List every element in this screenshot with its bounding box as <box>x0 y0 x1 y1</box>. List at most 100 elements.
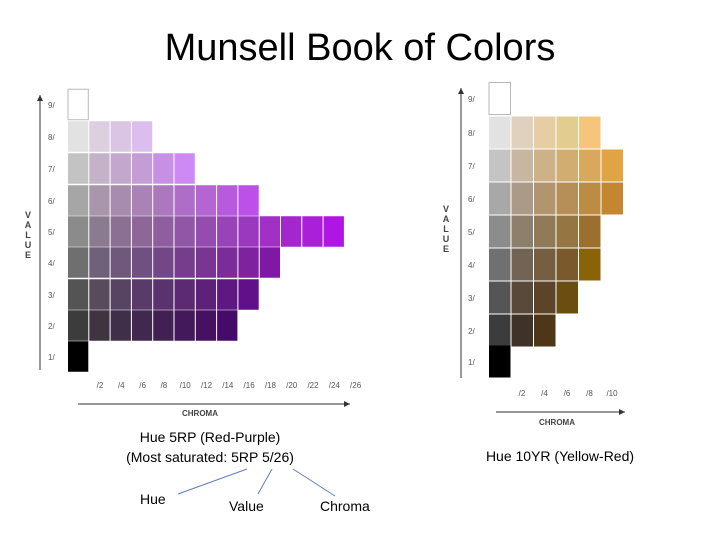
caption-5rp: Hue 5RP (Red-Purple) (Most saturated: 5R… <box>60 427 360 467</box>
swatch-5rp-3-7 <box>217 279 238 310</box>
swatch-10yr-2-2 <box>534 314 556 347</box>
swatch-5rp-5-8 <box>238 216 259 247</box>
swatch-5rp-1-0 <box>68 341 89 372</box>
chroma-axis-arrowhead <box>344 401 350 407</box>
swatch-5rp-2-3 <box>131 310 153 341</box>
value-tick-label: 6/ <box>468 195 475 204</box>
value-tick-label: 4/ <box>48 259 55 268</box>
swatch-5rp-3-8 <box>238 279 259 310</box>
swatch-10yr-7-3 <box>556 149 578 182</box>
swatch-10yr-4-1 <box>511 248 533 281</box>
swatch-5rp-6-4 <box>153 185 174 216</box>
value-axis-label-letter: L <box>443 224 449 234</box>
swatch-10yr-4-4 <box>579 248 601 281</box>
value-axis-label-letter: V <box>25 210 31 220</box>
swatch-10yr-8-1 <box>511 116 533 149</box>
chroma-tick-label: /12 <box>201 381 213 390</box>
swatch-5rp-3-1 <box>89 279 110 310</box>
swatch-10yr-6-3 <box>556 182 578 215</box>
swatch-10yr-7-0 <box>489 149 511 182</box>
swatch-5rp-2-6 <box>195 310 217 341</box>
swatch-5rp-4-6 <box>195 247 217 278</box>
chroma-tick-label: /18 <box>265 381 277 390</box>
caption-5rp-line2: (Most saturated: 5RP 5/26) <box>126 449 294 465</box>
value-axis-label-letter: L <box>25 230 31 240</box>
swatch-10yr-8-3 <box>556 116 578 149</box>
swatch-10yr-4-3 <box>556 248 578 281</box>
value-tick-label: 1/ <box>468 358 475 367</box>
chroma-tick-label: /20 <box>286 381 298 390</box>
swatch-10yr-2-0 <box>489 314 511 347</box>
swatch-5rp-5-12 <box>323 216 344 247</box>
swatch-5rp-6-6 <box>195 185 217 216</box>
pointer-chroma-line <box>292 468 336 497</box>
chroma-tick-label: /4 <box>541 389 548 398</box>
chroma-axis-arrowhead <box>619 409 625 415</box>
value-tick-label: 2/ <box>468 327 475 336</box>
value-axis-label-letter: V <box>443 204 449 214</box>
swatch-10yr-6-5 <box>601 182 623 215</box>
swatch-5rp-8-2 <box>110 121 131 152</box>
swatch-10yr-2-1 <box>511 314 533 347</box>
swatch-5rp-6-5 <box>174 185 195 216</box>
swatch-5rp-6-0 <box>68 185 89 216</box>
swatch-5rp-2-5 <box>174 310 195 341</box>
swatch-5rp-7-2 <box>110 153 131 184</box>
swatch-10yr-7-2 <box>534 149 556 182</box>
value-tick-label: 8/ <box>468 129 475 138</box>
swatch-5rp-4-9 <box>259 247 280 278</box>
swatch-5rp-3-0 <box>68 279 89 310</box>
swatch-5rp-3-5 <box>174 279 195 310</box>
chroma-tick-label: /14 <box>222 381 234 390</box>
page-title: Munsell Book of Colors <box>164 27 556 69</box>
swatch-5rp-8-0 <box>68 121 89 152</box>
chroma-tick-label: /10 <box>180 381 192 390</box>
caption-10yr: Hue 10YR (Yellow-Red) <box>440 446 680 466</box>
value-axis-label-letter: E <box>443 244 449 254</box>
swatch-10yr-3-2 <box>534 281 556 314</box>
swatch-10yr-6-4 <box>579 182 601 215</box>
annotation-hue: Hue <box>140 491 166 507</box>
value-tick-label: 3/ <box>48 291 55 300</box>
chroma-tick-label: /22 <box>307 381 319 390</box>
swatch-10yr-7-4 <box>579 149 601 182</box>
swatch-5rp-7-0 <box>68 153 89 184</box>
swatch-10yr-3-1 <box>511 281 533 314</box>
swatch-10yr-3-3 <box>556 281 578 314</box>
swatch-10yr-5-2 <box>534 215 556 248</box>
value-axis-arrowhead <box>458 88 464 94</box>
swatch-5rp-5-7 <box>217 216 238 247</box>
chroma-tick-label: /16 <box>244 381 256 390</box>
swatch-5rp-6-7 <box>217 185 238 216</box>
chroma-tick-label: /2 <box>519 389 526 398</box>
chroma-tick-label: /8 <box>161 381 168 390</box>
chroma-tick-label: /10 <box>606 389 618 398</box>
chroma-axis-label: CHROMA <box>182 409 218 418</box>
value-tick-label: 7/ <box>48 165 55 174</box>
swatch-10yr-4-2 <box>534 248 556 281</box>
swatch-5rp-4-5 <box>174 247 195 278</box>
swatch-5rp-2-1 <box>89 310 110 341</box>
swatch-5rp-5-4 <box>153 216 174 247</box>
swatch-5rp-4-8 <box>238 247 259 278</box>
swatch-5rp-4-3 <box>131 247 153 278</box>
swatch-5rp-5-3 <box>131 216 153 247</box>
swatch-5rp-8-3 <box>131 121 153 152</box>
swatch-5rp-4-7 <box>217 247 238 278</box>
swatch-5rp-3-3 <box>131 279 153 310</box>
value-tick-label: 7/ <box>468 162 475 171</box>
value-axis-label-letter: U <box>25 240 32 250</box>
swatch-5rp-4-0 <box>68 247 89 278</box>
value-tick-label: 1/ <box>48 353 55 362</box>
chroma-tick-label: /4 <box>118 381 125 390</box>
swatch-10yr-6-0 <box>489 182 511 215</box>
swatch-5rp-7-4 <box>153 153 174 184</box>
value-axis-arrowhead <box>37 95 43 101</box>
pointer-hue-line <box>177 468 248 495</box>
swatch-10yr-4-0 <box>489 248 511 281</box>
swatch-5rp-5-1 <box>89 216 110 247</box>
swatch-5rp-3-2 <box>110 279 131 310</box>
caption-10yr-line1: Hue 10YR (Yellow-Red) <box>485 448 635 464</box>
